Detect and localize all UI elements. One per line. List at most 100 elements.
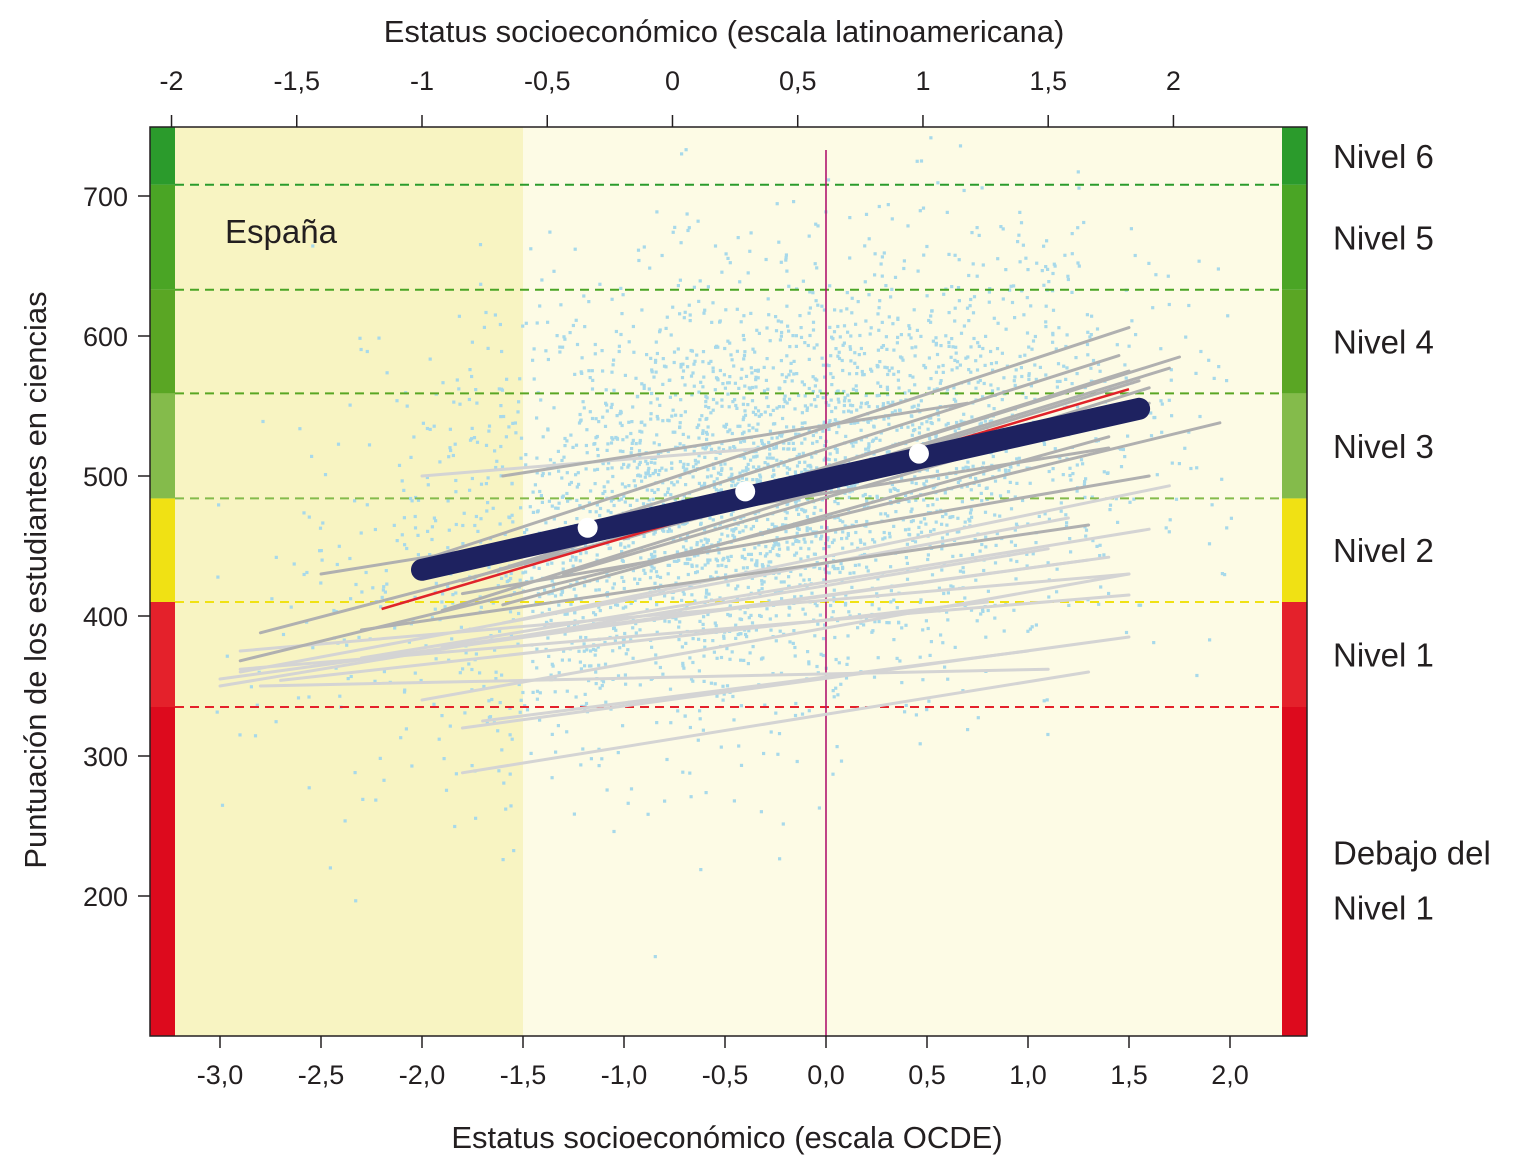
scatter-point [831,565,835,569]
scatter-point [567,658,571,662]
scatter-point [544,349,548,353]
scatter-point [563,520,567,525]
scatter-point [1115,343,1119,347]
scatter-point [620,550,624,554]
scatter-point [1083,480,1087,484]
scatter-point [792,447,797,451]
scatter-point [760,579,764,583]
scatter-point [811,328,816,332]
scatter-point [1090,495,1094,499]
scatter-point [758,473,762,477]
scatter-point [380,595,384,599]
scatter-point [838,335,842,339]
scatter-point [870,603,874,607]
scatter-point [899,399,903,403]
x-tick-label: -2,0 [399,1060,446,1090]
scatter-point [868,530,872,534]
scatter-point [868,495,872,499]
scatter-point [683,469,687,473]
scatter-point [779,334,783,338]
scatter-point [570,555,575,559]
scatter-point [738,471,742,475]
scatter-point [734,483,738,487]
scatter-point [521,324,525,328]
scatter-point [881,537,885,541]
scatter-point [833,446,837,451]
scatter-point [732,718,736,722]
scatter-point [681,770,685,774]
scatter-point [794,551,799,555]
scatter-point [296,696,301,700]
scatter-point [426,529,430,533]
scatter-point [788,640,792,644]
scatter-point [756,376,760,380]
scatter-point [876,656,880,660]
scatter-point [596,447,600,451]
scatter-point [622,462,626,466]
scatter-point [839,309,843,313]
scatter-point [729,554,733,558]
scatter-point [632,479,636,483]
scatter-point [975,368,980,372]
scatter-point [859,405,863,409]
scatter-point [701,360,705,364]
scatter-point [1121,447,1125,452]
scatter-point [589,757,593,761]
scatter-point [358,336,362,340]
scatter-point [1075,372,1079,376]
scatter-point [587,300,591,304]
scatter-point [986,608,990,613]
scatter-point [771,408,775,412]
scatter-point [574,594,578,598]
scatter-point [924,522,928,526]
scatter-point [590,369,594,373]
scatter-point [803,612,807,616]
scatter-point [558,345,562,349]
scatter-point [731,533,735,537]
scatter-point [767,313,771,317]
scatter-point [865,401,869,405]
scatter-point [550,561,554,565]
scatter-point [981,346,985,351]
scatter-point [875,394,879,398]
scatter-point [500,349,504,354]
scatter-point [454,591,458,595]
scatter-point [723,386,727,390]
scatter-point [1026,522,1030,526]
scatter-point [964,356,968,360]
scatter-point [782,397,786,401]
scatter-point [546,320,550,324]
scatter-point [916,269,920,273]
scatter-point [580,356,584,360]
x2-tick-label: -1 [410,66,434,96]
scatter-point [934,433,938,437]
scatter-point [877,607,881,611]
scatter-point [707,592,711,596]
scatter-point [792,200,796,204]
scatter-point [655,433,659,437]
scatter-point [739,516,743,520]
scatter-point [905,542,909,546]
scatter-point [540,474,544,478]
scatter-point [832,695,836,699]
scatter-point [749,552,753,556]
scatter-point [500,576,504,580]
scatter-point [950,337,954,341]
scatter-point [605,403,609,407]
scatter-point [996,321,1000,325]
scatter-point [525,528,529,532]
scatter-point [947,340,951,345]
scatter-point [461,523,465,528]
scatter-point [463,711,467,715]
scatter-point [600,349,604,353]
scatter-point [856,420,860,424]
scatter-point [702,679,706,683]
scatter-point [763,461,767,465]
scatter-point [678,475,682,479]
scatter-point [874,558,878,562]
scatter-point [569,433,573,437]
scatter-point [671,596,675,600]
scatter-point [486,346,490,350]
scatter-point [702,654,706,658]
scatter-point [626,465,630,469]
